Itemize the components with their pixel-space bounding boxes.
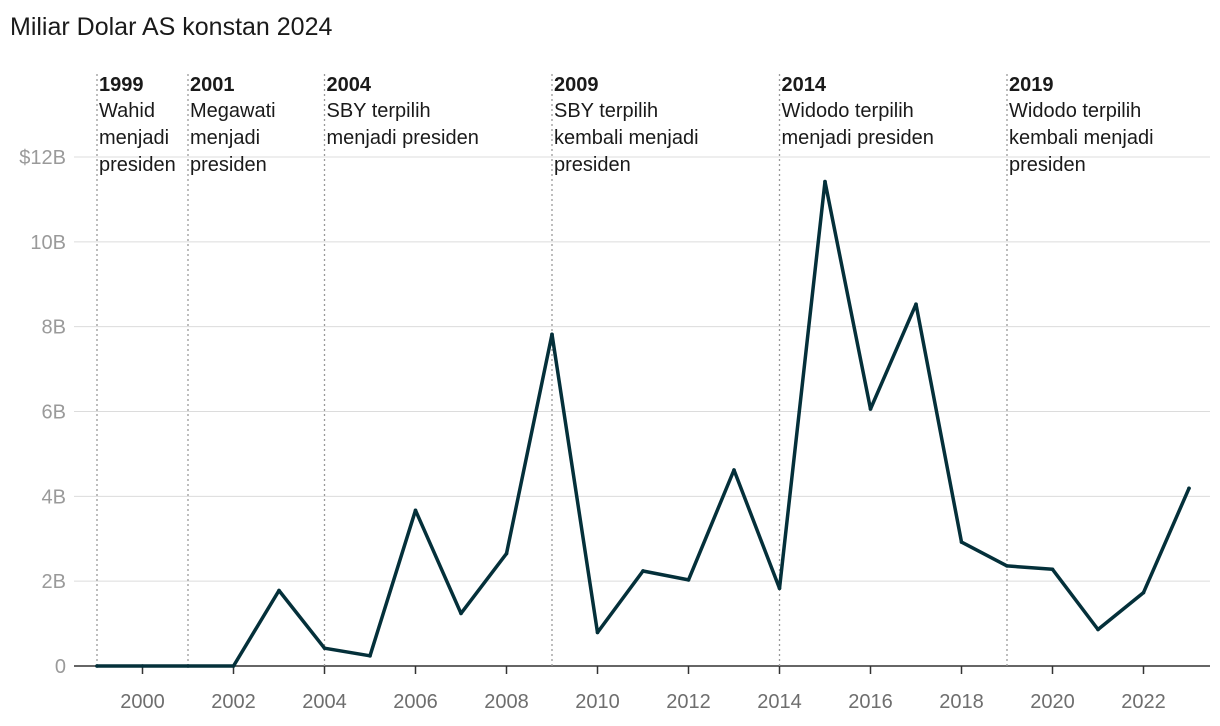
y-tick-label: $12B: [19, 147, 66, 169]
x-tick-label: 2004: [302, 691, 347, 713]
x-tick-label: 2000: [120, 691, 165, 713]
y-tick-label: 10B: [30, 232, 66, 254]
x-tick-label: 2022: [1121, 691, 1166, 713]
x-tick-label: 2018: [939, 691, 984, 713]
y-tick-label: 0: [55, 656, 66, 678]
data-point-2000: [140, 664, 145, 668]
annotation-2001: 2001 Megawati menjadi presiden: [190, 74, 276, 176]
annotation-1999: 1999 Wahid menjadi presiden: [99, 74, 176, 176]
annotation-text: Widodo terpilih: [782, 100, 914, 122]
annotation-text: menjadi: [99, 127, 169, 149]
annotation-text: SBY terpilih: [327, 100, 431, 122]
data-point-2017: [914, 302, 918, 306]
annotation-year: 1999: [99, 74, 144, 96]
x-tick-label: 2016: [848, 691, 893, 713]
annotation-text: presiden: [1009, 154, 1086, 176]
data-point-2015: [823, 179, 827, 184]
x-tick-label: 2020: [1030, 691, 1075, 713]
annotation-year: 2014: [782, 74, 827, 96]
data-point-2008: [504, 551, 509, 556]
annotation-text: Megawati: [190, 100, 276, 122]
annotation-text: presiden: [190, 154, 267, 176]
annotation-year: 2019: [1009, 74, 1054, 96]
annotation-text: Widodo terpilih: [1009, 100, 1141, 122]
data-point-2016: [868, 407, 873, 411]
data-point-2007: [459, 611, 463, 616]
annotation-text: menjadi presiden: [782, 127, 934, 149]
annotation-text: Wahid: [99, 100, 155, 122]
y-tick-label: 8B: [42, 317, 66, 339]
data-point-2006: [413, 508, 418, 513]
data-point-2021: [1096, 627, 1100, 632]
gridlines: [74, 156, 1210, 667]
series-layer: [95, 179, 1191, 668]
annotation-text: menjadi: [190, 127, 260, 149]
annotation-year: 2004: [327, 74, 372, 96]
data-point-2014: [777, 586, 782, 591]
event-annotations: 1999 Wahid menjadi presiden 2001 Megawati menj…: [99, 74, 1154, 176]
y-tick-label: 2B: [42, 571, 66, 593]
annotation-text: presiden: [554, 154, 631, 176]
x-tick-label: 2006: [393, 691, 438, 713]
data-point-2011: [641, 569, 645, 573]
data-point-2002: [231, 664, 236, 668]
data-point-2023: [1187, 486, 1191, 491]
data-point-2001: [186, 664, 190, 668]
annotation-text: presiden: [99, 154, 176, 176]
data-point-2009: [550, 332, 554, 337]
series-line: [95, 179, 1191, 668]
annotation-text: SBY terpilih: [554, 100, 658, 122]
x-tick-label: 2008: [484, 691, 529, 713]
data-point-2020: [1050, 567, 1055, 572]
y-tick-label: 6B: [42, 402, 66, 424]
data-point-2013: [732, 468, 736, 472]
x-axis: 2000 2002 2004 2006 2008 2010 2012 2014 2016 2018…: [120, 666, 1166, 713]
x-tick-label: 2012: [666, 691, 711, 713]
data-point-2003: [277, 588, 281, 593]
y-axis: 0 2B 4B 6B 8B 10B $12B: [19, 147, 66, 678]
annotation-2004: 2004 SBY terpilih menjadi presiden: [327, 74, 479, 149]
x-tick-label: 2014: [757, 691, 802, 713]
x-tick-label: 2010: [575, 691, 620, 713]
data-point-2010: [595, 630, 600, 635]
annotation-2019: 2019 Widodo terpilih kembali menjadi presid…: [1009, 74, 1154, 176]
annotation-year: 2009: [554, 74, 599, 96]
annotation-text: kembali menjadi: [1009, 127, 1154, 149]
data-point-2018: [959, 540, 964, 544]
chart-title: Miliar Dolar AS konstan 2024: [10, 13, 332, 41]
event-lines: [96, 74, 1008, 666]
annotation-2014: 2014 Widodo terpilih menjadi presiden: [782, 74, 934, 149]
data-point-2019: [1005, 564, 1009, 568]
annotation-year: 2001: [190, 74, 235, 96]
y-tick-label: 4B: [42, 486, 66, 508]
annotation-text: kembali menjadi: [554, 127, 699, 149]
data-point-2004: [322, 646, 327, 650]
data-point-2012: [686, 578, 691, 582]
annotation-text: menjadi presiden: [327, 127, 479, 149]
annotation-2009: 2009 SBY terpilih kembali menjadi presiden: [554, 74, 699, 176]
data-point-2005: [368, 654, 372, 658]
data-point-2022: [1141, 590, 1146, 595]
data-point-1999: [95, 664, 99, 668]
x-tick-label: 2002: [211, 691, 256, 713]
